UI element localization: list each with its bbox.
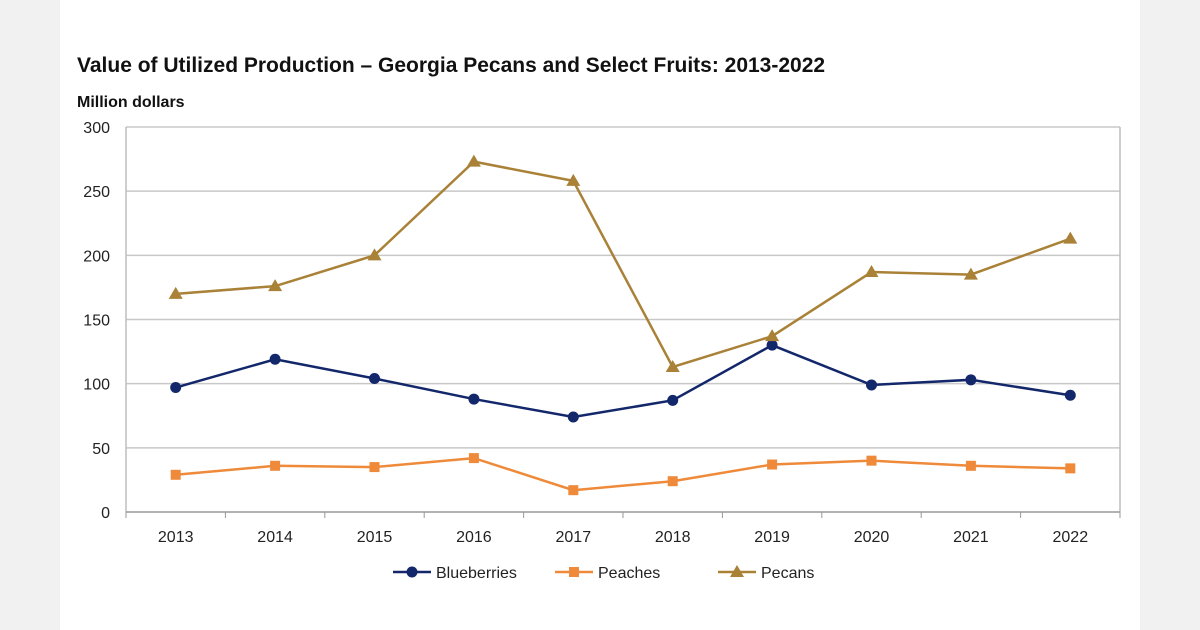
legend-peaches-label: Peaches	[598, 565, 660, 582]
pecans-point	[963, 267, 978, 280]
pecans-point	[665, 359, 680, 372]
x-tick-label: 2013	[158, 529, 194, 546]
blueberries-point	[1064, 389, 1076, 401]
x-tick-label: 2021	[953, 529, 989, 546]
y-tick-label: 100	[83, 377, 110, 394]
y-tick-label: 0	[101, 505, 110, 522]
blueberries-point	[866, 379, 877, 391]
blueberries-point	[468, 393, 480, 405]
x-tick-label: 2019	[754, 529, 790, 546]
y-tick-label: 250	[83, 184, 110, 201]
peaches-point	[170, 469, 181, 480]
peaches-line	[175, 456, 1071, 492]
peaches-point	[568, 485, 579, 496]
chart-title: Value of Utilized Production – Georgia P…	[77, 54, 826, 77]
peaches-point	[667, 476, 678, 487]
pecans-point	[566, 173, 581, 186]
pecans-line	[175, 160, 1071, 369]
legend-pecans-label: Pecans	[761, 565, 814, 582]
legend-blueberries-label: Blueberries	[436, 565, 517, 582]
y-tick-label: 200	[83, 248, 110, 265]
peaches-point	[270, 460, 281, 471]
blueberries-line	[175, 343, 1071, 419]
pecans-point	[864, 265, 879, 278]
x-tick-label: 2015	[357, 529, 393, 546]
blueberries-point	[170, 382, 182, 394]
legend-pecans-marker	[730, 565, 744, 577]
blueberries-point	[667, 394, 679, 406]
y-tick-label: 50	[92, 441, 110, 458]
x-tick-label: 2018	[655, 529, 691, 546]
blueberries-point	[269, 353, 281, 365]
pecans-point	[466, 154, 481, 167]
pecans-point	[268, 279, 283, 292]
blueberries-point	[369, 373, 380, 385]
y-axis-label: Million dollars	[77, 94, 185, 111]
x-tick-label: 2022	[1053, 529, 1089, 546]
y-tick-label: 300	[83, 120, 110, 137]
pecans-point	[1063, 231, 1078, 244]
pecans-point	[765, 329, 780, 342]
y-tick-label: 150	[83, 313, 110, 330]
peaches-point	[369, 462, 380, 473]
peaches-point	[965, 460, 976, 471]
chart-panel	[60, 0, 1140, 630]
legend-blueberries-marker	[406, 566, 418, 578]
blueberries-point	[567, 411, 579, 423]
legend-peaches-marker	[569, 567, 579, 577]
peaches-point	[468, 453, 479, 464]
peaches-point	[866, 455, 877, 466]
pecans-point	[367, 248, 382, 261]
peaches-point	[1065, 463, 1076, 474]
x-tick-label: 2017	[556, 529, 592, 546]
blueberries-point	[965, 374, 977, 386]
pecans-point	[168, 286, 183, 299]
blueberries-point	[766, 339, 778, 351]
x-tick-label: 2020	[854, 529, 890, 546]
peaches-point	[767, 459, 778, 470]
x-tick-label: 2014	[257, 529, 293, 546]
x-tick-label: 2016	[456, 529, 492, 546]
